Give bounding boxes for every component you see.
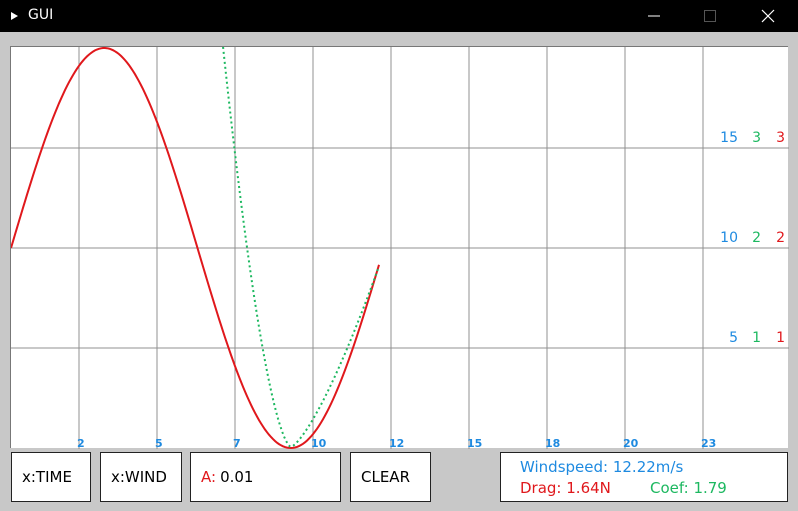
clear-label: CLEAR (361, 468, 410, 486)
drag-readout: Drag: 1.64N (520, 479, 611, 497)
x-tick-label: 18 (545, 437, 560, 449)
y-tick-label-green: 3 (752, 130, 761, 146)
y-tick-label-red: 2 (776, 230, 785, 246)
x-tick-label: 20 (623, 437, 639, 449)
app-icon (7, 9, 21, 23)
close-icon (761, 9, 775, 23)
window-title: GUI (28, 7, 54, 23)
y-tick-labels: 15 3 310 2 25 1 1 (720, 130, 785, 346)
title-bar[interactable]: GUI (0, 0, 798, 32)
x-tick-label: 15 (467, 437, 482, 449)
clear-button[interactable]: CLEAR (350, 452, 431, 502)
a-input-field[interactable]: A: 0.01 (190, 452, 341, 502)
maximize-icon (704, 10, 716, 22)
close-button[interactable] (746, 0, 792, 32)
minimize-icon (648, 15, 660, 17)
y-tick-label-green: 2 (752, 230, 761, 246)
x-tick-labels: 2 5 7 10 12 15 18 20 23 (77, 437, 716, 449)
x-tick-label: 7 (233, 437, 241, 449)
plot-area: 2 5 7 10 12 15 18 20 23 15 3 3 10 2 2 5 1 1 (10, 46, 789, 449)
y-tick-label-blue: 15 (720, 130, 738, 146)
a-label: A: (201, 468, 217, 486)
x-wind-button[interactable]: x:WIND (100, 452, 182, 502)
x-tick-label: 23 (701, 437, 716, 449)
info-panel: Windspeed: 12.22m/s Drag: 1.64N Coef: 1.… (500, 452, 788, 502)
minimize-button[interactable] (632, 0, 678, 32)
x-tick-label: 5 (155, 437, 163, 449)
x-tick-label: 10 (311, 437, 327, 449)
maximize-button (688, 0, 734, 32)
plot-canvas: 2 5 7 10 12 15 18 20 23 15 3 310 2 25 1 1 (11, 47, 789, 449)
drag-curve (11, 47, 380, 449)
grid-lines (11, 47, 789, 449)
windspeed-readout: Windspeed: 12.22m/s (520, 458, 684, 476)
y-tick-label-blue: 5 (729, 330, 738, 346)
y-tick-label-green: 1 (752, 330, 761, 346)
x-wind-label: x:WIND (111, 468, 167, 486)
coef-curve (222, 47, 379, 448)
x-time-label: x:TIME (22, 468, 72, 486)
y-tick-label-red: 3 (776, 130, 785, 146)
y-tick-label-red: 1 (776, 330, 785, 346)
x-tick-label: 12 (389, 437, 404, 449)
a-value[interactable]: 0.01 (220, 468, 254, 486)
x-tick-label: 2 (77, 437, 85, 449)
y-tick-label-blue: 10 (720, 230, 738, 246)
coef-readout: Coef: 1.79 (650, 479, 727, 497)
x-time-button[interactable]: x:TIME (11, 452, 91, 502)
